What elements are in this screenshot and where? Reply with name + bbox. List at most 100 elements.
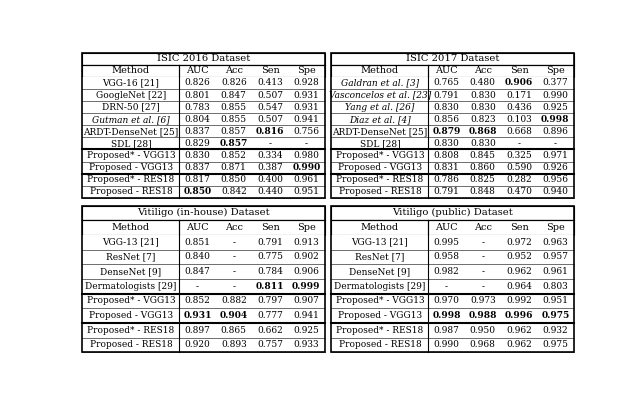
Text: Dermatologists [29]: Dermatologists [29] <box>334 282 426 291</box>
Text: -: - <box>481 252 484 261</box>
Text: 0.902: 0.902 <box>294 252 319 261</box>
Text: 0.547: 0.547 <box>257 103 283 111</box>
Text: 0.816: 0.816 <box>256 127 284 136</box>
Text: -: - <box>305 139 308 148</box>
Text: -: - <box>232 238 236 247</box>
Text: 0.830: 0.830 <box>433 139 460 148</box>
Text: 0.961: 0.961 <box>293 175 319 184</box>
Text: 0.865: 0.865 <box>221 326 247 335</box>
Bar <box>332 125 573 138</box>
Bar <box>332 308 573 323</box>
Text: Proposed - VGG13: Proposed - VGG13 <box>89 311 173 320</box>
Text: Proposed - RES18: Proposed - RES18 <box>339 187 421 196</box>
Text: Method: Method <box>361 67 399 75</box>
Text: Proposed* - VGG13: Proposed* - VGG13 <box>335 151 424 160</box>
Text: 0.840: 0.840 <box>184 252 211 261</box>
Bar <box>83 186 324 198</box>
Text: 0.852: 0.852 <box>184 296 211 306</box>
Text: 0.973: 0.973 <box>470 296 495 306</box>
Text: 0.970: 0.970 <box>433 296 460 306</box>
Bar <box>332 186 573 198</box>
Text: Proposed - VGG13: Proposed - VGG13 <box>338 163 422 172</box>
Text: 0.975: 0.975 <box>541 311 570 320</box>
Text: 0.855: 0.855 <box>221 103 247 111</box>
Text: 0.940: 0.940 <box>543 187 568 196</box>
Bar <box>83 89 324 101</box>
Bar <box>83 113 324 126</box>
Text: 0.757: 0.757 <box>257 340 283 349</box>
Text: 0.906: 0.906 <box>505 79 533 87</box>
Text: 0.987: 0.987 <box>433 326 460 335</box>
Text: SDL [28]: SDL [28] <box>111 139 151 148</box>
Bar <box>332 279 573 294</box>
Text: 0.783: 0.783 <box>184 103 211 111</box>
Bar <box>83 235 324 249</box>
Text: 0.400: 0.400 <box>257 175 283 184</box>
Text: Proposed - RES18: Proposed - RES18 <box>90 187 172 196</box>
Text: -: - <box>481 238 484 247</box>
Text: Sen: Sen <box>260 223 280 232</box>
Text: 0.897: 0.897 <box>184 326 211 335</box>
Bar <box>332 249 573 264</box>
Text: 0.825: 0.825 <box>470 175 496 184</box>
Text: 0.830: 0.830 <box>470 103 495 111</box>
Bar <box>83 53 324 198</box>
Text: Proposed* - RES18: Proposed* - RES18 <box>87 175 175 184</box>
Text: Proposed* - VGG13: Proposed* - VGG13 <box>86 151 175 160</box>
Text: 0.860: 0.860 <box>470 163 496 172</box>
Text: AUC: AUC <box>435 223 458 232</box>
Text: 0.387: 0.387 <box>257 163 283 172</box>
Bar <box>83 101 324 113</box>
Text: 0.931: 0.931 <box>294 103 319 111</box>
Text: 0.103: 0.103 <box>506 115 532 124</box>
Bar <box>83 206 324 352</box>
Bar <box>332 338 573 352</box>
Text: 0.962: 0.962 <box>506 326 532 335</box>
Bar <box>332 323 573 338</box>
Text: -: - <box>481 282 484 291</box>
Text: Yang et al. [26]: Yang et al. [26] <box>345 103 415 111</box>
Text: 0.925: 0.925 <box>293 326 319 335</box>
Text: 0.847: 0.847 <box>184 267 211 276</box>
Bar <box>83 150 324 162</box>
Text: Sen: Sen <box>260 67 280 75</box>
Text: 0.975: 0.975 <box>542 340 568 349</box>
Text: Proposed - RES18: Proposed - RES18 <box>339 340 421 349</box>
Bar <box>83 220 324 235</box>
Text: 0.756: 0.756 <box>293 127 319 136</box>
Text: Acc: Acc <box>474 223 492 232</box>
Text: -: - <box>232 267 236 276</box>
Text: 0.830: 0.830 <box>470 91 495 99</box>
Text: -: - <box>554 139 557 148</box>
Bar <box>83 249 324 264</box>
Text: 0.928: 0.928 <box>294 79 319 87</box>
Text: 0.817: 0.817 <box>184 175 211 184</box>
Text: Proposed - RES18: Proposed - RES18 <box>90 340 172 349</box>
Text: 0.968: 0.968 <box>470 340 496 349</box>
Text: 0.775: 0.775 <box>257 252 283 261</box>
Bar <box>332 235 573 249</box>
Text: 0.998: 0.998 <box>541 115 570 124</box>
Text: 0.951: 0.951 <box>293 187 319 196</box>
Text: Method: Method <box>361 223 399 232</box>
Text: 0.851: 0.851 <box>184 238 211 247</box>
Text: AUC: AUC <box>186 67 209 75</box>
Text: Dermatologists [29]: Dermatologists [29] <box>85 282 177 291</box>
Text: 0.925: 0.925 <box>543 103 568 111</box>
Text: 0.952: 0.952 <box>506 252 532 261</box>
Text: -: - <box>518 139 520 148</box>
Text: 0.830: 0.830 <box>470 139 495 148</box>
Bar <box>83 308 324 323</box>
Text: 0.470: 0.470 <box>506 187 532 196</box>
Text: Spe: Spe <box>297 67 316 75</box>
Text: 0.964: 0.964 <box>506 282 532 291</box>
Text: SDL [28]: SDL [28] <box>360 139 400 148</box>
Text: Acc: Acc <box>474 67 492 75</box>
Bar <box>83 77 324 89</box>
Bar <box>83 138 324 150</box>
Text: 0.282: 0.282 <box>506 175 532 184</box>
Text: -: - <box>445 282 448 291</box>
Text: 0.956: 0.956 <box>542 175 568 184</box>
Text: 0.784: 0.784 <box>257 267 283 276</box>
Text: Spe: Spe <box>546 67 564 75</box>
